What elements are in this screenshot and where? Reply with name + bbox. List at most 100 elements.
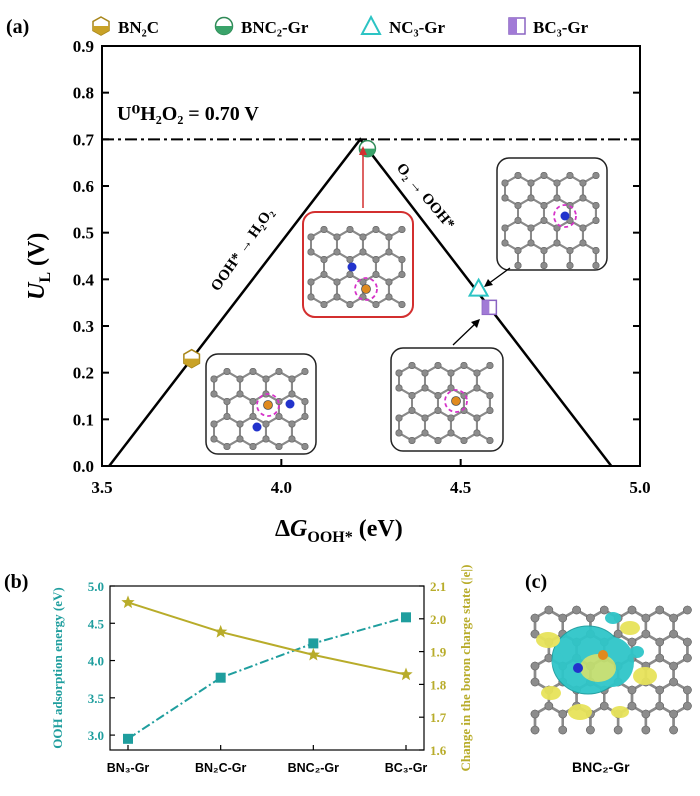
plot-frame — [109, 585, 425, 751]
boron-atom-icon — [263, 400, 273, 410]
structure-inset-bnc2 — [302, 146, 414, 318]
charge-point — [399, 667, 413, 681]
y-tick-label: 0.1 — [73, 410, 94, 429]
panel-c-caption: BNC₂-Gr — [572, 759, 630, 775]
x-tick-label: 3.5 — [91, 478, 112, 497]
legend-bnc2: BNC₂-Gr — [214, 16, 309, 37]
legend-label: BC₃-Gr — [533, 18, 589, 37]
panel-label-a: (a) — [6, 16, 29, 38]
data-point-0 — [183, 348, 201, 369]
left-tick-label: 3.5 — [88, 691, 105, 706]
x-tick-label: BC₃-Gr — [385, 761, 428, 775]
charge-density-blobs — [536, 612, 657, 720]
equilibrium-annotation: U⁰H₂O₂ = 0.70 V — [117, 103, 259, 125]
square-fill-icon — [509, 18, 517, 34]
nitrogen-atom-icon — [347, 262, 357, 272]
legend-bn2c: BN₂C — [92, 16, 159, 37]
right-tick-label: 2.1 — [430, 579, 446, 594]
boron-atom-icon — [598, 650, 608, 660]
y-tick-label: 0.2 — [73, 364, 94, 383]
left-branch-annotation: OOH* → H₂O₂ — [208, 205, 277, 294]
x-tick-label: BN₂C-Gr — [195, 761, 247, 775]
y-tick-label: 0.4 — [73, 270, 95, 289]
right-tick-label: 1.7 — [430, 710, 447, 725]
inset-pointer — [487, 267, 511, 285]
right-tick-label: 1.8 — [430, 677, 447, 692]
charge-state-line — [127, 601, 407, 676]
x-tick-label: BN₃-Gr — [107, 761, 150, 775]
right-tick-label: 1.9 — [430, 645, 447, 660]
x-tick-label: 4.5 — [450, 478, 471, 497]
right-axis-ticks: 1.6 1.7 1.8 1.9 2.0 2.1 — [419, 579, 447, 758]
triangle-marker-icon — [360, 14, 382, 35]
structure-inset-bn2c — [205, 353, 317, 455]
adsorption-point — [401, 612, 411, 623]
graphene-lattice — [307, 226, 406, 308]
y-axis-ticks: 0.0 0.1 0.2 0.3 0.4 0.5 0.6 0.7 0.8 0.9 — [73, 37, 640, 476]
left-axis-label: OOH adsorption energy (eV) — [50, 587, 65, 748]
nitrogen-atom-icon — [252, 422, 262, 432]
adsorption-point — [123, 733, 133, 744]
y-axis-label: UL (V) — [24, 233, 54, 300]
adsorption-energy-line — [127, 616, 407, 740]
hexagon-fill-icon — [93, 26, 109, 35]
y-tick-label: 0.8 — [73, 84, 94, 103]
x-axis-ticks: BN₃-Gr BN₂C-Gr BNC₂-Gr BC₃-Gr — [107, 745, 428, 775]
x-tick-label: 4.0 — [271, 478, 292, 497]
x-axis-ticks: 3.5 4.0 4.5 5.0 — [91, 459, 651, 497]
y-tick-label: 0.9 — [73, 37, 94, 56]
right-tick-label: 1.6 — [430, 743, 447, 758]
charge-point — [306, 647, 320, 661]
x-tick-label: BNC₂-Gr — [288, 761, 340, 775]
x-axis-label: ΔGOOH* (eV) — [275, 516, 403, 546]
arrow-icon — [484, 279, 493, 287]
structure-inset-bc3 — [390, 319, 504, 452]
arrow-up-icon — [359, 146, 367, 155]
adsorption-point — [308, 638, 319, 649]
legend-nc3: NC₃-Gr — [360, 14, 446, 37]
arrow-icon — [471, 319, 480, 328]
legend-a: BN₂C BNC₂-Gr NC₃-Gr BC₃-Gr — [92, 14, 589, 37]
right-axis-label: Change in the boron charge state (|e|) — [458, 565, 473, 772]
boron-atom-icon — [451, 396, 461, 406]
volcano-plot: 0.0 0.1 0.2 0.3 0.4 0.5 0.6 0.7 0.8 0.9 3.5 4.0 4.5… — [24, 37, 651, 546]
left-tick-label: 4.5 — [88, 616, 105, 631]
legend-label: BN₂C — [118, 18, 159, 37]
svg-text:UL (V): UL (V) — [24, 233, 54, 300]
nitrogen-atom-icon — [573, 663, 583, 673]
x-tick-label: 5.0 — [629, 478, 650, 497]
y-tick-label: 0.7 — [73, 130, 95, 149]
panel-label-b: (b) — [4, 571, 28, 593]
y-tick-label: 0.0 — [73, 457, 94, 476]
left-tick-label: 5.0 — [88, 579, 104, 594]
y-tick-label: 0.6 — [73, 177, 94, 196]
charge-density-image: BNC₂-Gr — [530, 605, 692, 775]
charge-point — [214, 624, 228, 638]
legend-label: BNC₂-Gr — [241, 18, 309, 37]
nitrogen-atom-icon — [285, 399, 295, 409]
legend-label: NC₃-Gr — [389, 18, 446, 37]
left-axis-ticks: 3.0 3.5 4.0 4.5 5.0 — [88, 579, 115, 743]
right-tick-label: 2.0 — [430, 612, 446, 627]
nitrogen-atom-icon — [560, 211, 570, 221]
y-tick-label: 0.5 — [73, 224, 94, 243]
left-tick-label: 4.0 — [88, 654, 104, 669]
data-point-3 — [481, 299, 498, 316]
panel-label-c: (c) — [525, 571, 547, 593]
boron-atom-icon — [361, 284, 371, 294]
y-tick-label: 0.3 — [73, 317, 94, 336]
data-points — [121, 595, 413, 744]
legend-bc3: BC₃-Gr — [508, 17, 589, 37]
left-tick-label: 3.0 — [88, 728, 104, 743]
adsorption-point — [215, 672, 226, 683]
dual-axis-line-chart: 3.0 3.5 4.0 4.5 5.0 1.6 1.7 1.8 1.9 2.0 2.1 BN₃-G… — [50, 565, 473, 775]
svg-text:ΔGOOH* (eV): ΔGOOH* (eV) — [275, 516, 403, 546]
graphene-lattice — [395, 361, 494, 444]
circle-fill-icon — [215, 26, 233, 35]
graphene-lattice — [210, 367, 309, 450]
charge-point — [121, 595, 135, 609]
inset-pointer — [452, 322, 477, 346]
plot-frame — [101, 45, 641, 467]
structure-inset-nc3 — [484, 157, 608, 287]
